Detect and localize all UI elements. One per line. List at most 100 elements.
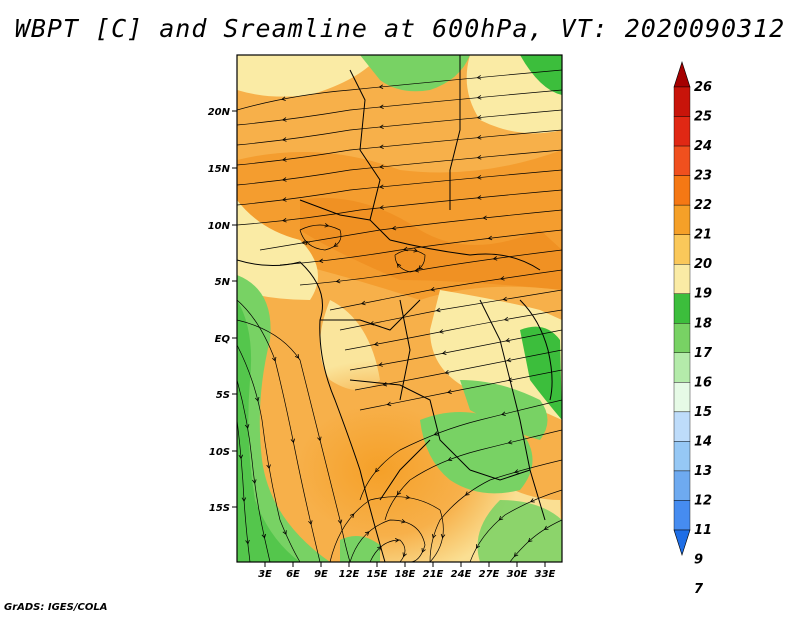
colorbar: 26 25 24 23 22 21 20 19 18 17 16 15 14 13 12 11 9 7 (673, 61, 713, 597)
colorbar-swatch (673, 204, 691, 235)
colorbar-label: 12 (694, 493, 712, 508)
lon-tick: 9E (314, 562, 328, 580)
streamline-arrow (374, 467, 380, 473)
colorbar-label: 25 (694, 110, 712, 125)
streamline-arrow (396, 263, 402, 268)
streamline-arrow (333, 242, 339, 247)
streamline-arrow (252, 479, 257, 485)
streamline-arrow (317, 436, 322, 442)
streamline-arrow (498, 515, 504, 521)
streamline-arrow (482, 215, 488, 220)
colorbar-swatch (673, 116, 691, 147)
lat-tick: 20N (208, 107, 237, 118)
lon-tick-label: 33E (535, 569, 556, 580)
colorbar-swatch (673, 86, 691, 117)
streamline-arrow (379, 124, 384, 129)
streamline-arrow (254, 396, 260, 402)
colorbar-label: 20 (694, 257, 712, 272)
streamline-arrow (281, 96, 286, 101)
lat-tick: 5N (215, 277, 237, 288)
streamline-arrow (391, 225, 397, 231)
streamline-arrow (506, 357, 512, 363)
streamline-arrow (281, 117, 287, 122)
streamline-arrow (492, 256, 498, 261)
streamline-arrow (386, 401, 392, 407)
colorbar-label: 15 (694, 405, 712, 420)
colorbar-label: 23 (694, 169, 712, 184)
streamline-arrow (241, 497, 247, 502)
streamline-arrow (431, 533, 437, 539)
colorbar-swatch (673, 175, 691, 206)
colorbar-swatch (673, 145, 691, 176)
streamline-arrow (476, 75, 482, 80)
colorbar-swatch (673, 352, 691, 383)
lat-tick: 10S (209, 447, 237, 458)
lon-tick-label: 3E (258, 569, 272, 580)
lon-tick: 6E (286, 562, 300, 580)
streamline-arrow (447, 456, 453, 462)
streamline-arrow (529, 498, 535, 503)
streamline-arrow (360, 300, 366, 306)
colorbar-label: 7 (694, 582, 704, 597)
streamline-arrow (318, 258, 324, 264)
streamline-arrow (281, 197, 287, 202)
colorbar-arrow-bottom (673, 529, 691, 556)
streamline-arrow (272, 356, 277, 362)
lat-axis: 20N 15N 10N 5N EQ 5S 10S 15S (208, 107, 237, 514)
streamline-arrow (379, 184, 384, 189)
streamline-arrow (476, 135, 482, 140)
streamline-arrow (401, 518, 406, 524)
colorbar-arrow-top (673, 61, 691, 88)
streamline-arrow (476, 195, 482, 200)
colorbar-label: 18 (694, 316, 712, 331)
lon-tick: 12E (339, 562, 360, 580)
lat-tick: 5S (216, 390, 237, 401)
streamline-arrow (305, 240, 310, 246)
lat-tick-label: 5N (215, 277, 231, 288)
lon-tick-label: 9E (314, 569, 328, 580)
colorbar-label: 14 (694, 434, 712, 449)
streamline-arrow (414, 268, 419, 273)
colorbar-label: 9 (694, 553, 703, 568)
colorbar-label: 16 (694, 375, 712, 390)
streamline-arrow (379, 205, 384, 210)
lon-tick-label: 12E (339, 569, 360, 580)
wbpt-field (237, 55, 562, 562)
colorbar-swatch (673, 500, 691, 531)
lon-tick: 15E (367, 562, 388, 580)
lon-tick-label: 21E (423, 569, 444, 580)
colorbar-swatch (673, 441, 691, 472)
streamline-arrow (421, 548, 426, 553)
streamline-arrow (369, 321, 375, 326)
colorbar-swatch (673, 323, 691, 353)
streamline-arrow (403, 246, 408, 252)
streamline-arrow (378, 362, 383, 367)
lon-tick: 3E (258, 562, 272, 580)
streamline-arrow (502, 296, 508, 302)
streamline-arrow (413, 248, 419, 253)
lat-tick-label: 10S (209, 447, 230, 458)
streamline-arrow (447, 389, 452, 394)
streamline-arrow (435, 307, 441, 313)
colorbar-label: 11 (694, 523, 712, 538)
streamline-arrow (281, 157, 287, 162)
streamline-arrow (379, 104, 384, 109)
lon-tick-label: 6E (286, 569, 300, 580)
streamline-arrow (349, 513, 355, 519)
lat-tick-label: 15N (208, 164, 231, 175)
streamline-arrow (430, 287, 435, 292)
lon-tick-label: 15E (367, 569, 388, 580)
lon-axis: 3E 6E 9E 12E 15E 18E 21E 24E 27E 30E 33E (258, 562, 556, 580)
streamline-arrow (282, 218, 287, 223)
streamline-arrow (377, 546, 382, 551)
colorbar-swatch (673, 264, 691, 294)
streamline-arrow (507, 377, 513, 382)
streamline-arrow (505, 337, 511, 343)
streamline-arrow (501, 411, 506, 416)
lat-tick-label: 5S (216, 390, 230, 401)
lon-tick: 18E (395, 562, 416, 580)
streamline-arrow (527, 537, 533, 543)
streamline-arrow (373, 341, 379, 347)
streamline-arrow (382, 381, 388, 387)
streamline-arrow (266, 464, 271, 470)
